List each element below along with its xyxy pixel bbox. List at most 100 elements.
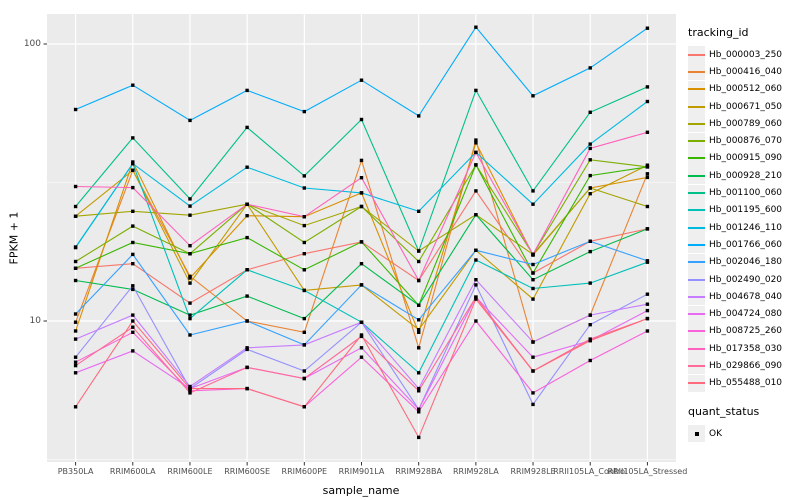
legend-key bbox=[688, 357, 705, 375]
data-point bbox=[588, 142, 592, 146]
legend-item-label: Hb_001766_060 bbox=[709, 239, 783, 250]
data-point bbox=[474, 283, 478, 287]
data-point bbox=[73, 214, 78, 218]
legend-item-Hb_000789_060: Hb_000789_060 bbox=[688, 115, 800, 133]
data-point bbox=[131, 313, 135, 317]
data-point bbox=[531, 278, 535, 282]
data-point bbox=[645, 308, 650, 313]
data-point bbox=[245, 319, 249, 323]
data-point bbox=[245, 346, 249, 350]
data-point bbox=[531, 202, 535, 206]
black-square-icon bbox=[694, 431, 699, 436]
data-point bbox=[302, 109, 306, 114]
data-point bbox=[245, 365, 249, 370]
legend-key-line bbox=[688, 209, 705, 212]
data-point bbox=[131, 349, 135, 353]
data-point bbox=[417, 328, 421, 332]
data-point bbox=[188, 389, 192, 393]
legend-title-tracking: tracking_id bbox=[688, 26, 749, 39]
legend-key-line bbox=[688, 364, 705, 367]
data-point bbox=[531, 286, 535, 291]
legend-item-Hb_001766_060: Hb_001766_060 bbox=[688, 236, 800, 254]
data-point bbox=[588, 66, 592, 70]
data-point bbox=[645, 175, 650, 180]
data-point bbox=[188, 276, 192, 280]
legend-key-line bbox=[688, 226, 705, 229]
data-point bbox=[588, 313, 592, 317]
data-point bbox=[417, 318, 421, 322]
legend-item-Hb_002046_180: Hb_002046_180 bbox=[688, 253, 800, 271]
legend-items: Hb_000003_250 Hb_000416_040 Hb_000512_060 H… bbox=[688, 46, 800, 392]
legend-key-line bbox=[688, 278, 705, 281]
data-point bbox=[359, 333, 364, 337]
data-point bbox=[588, 239, 592, 243]
legend-item-Hb_004678_040: Hb_004678_040 bbox=[688, 288, 800, 306]
legend-key-line bbox=[688, 53, 705, 56]
data-point bbox=[73, 371, 78, 375]
data-point bbox=[588, 358, 592, 363]
data-point bbox=[474, 138, 478, 142]
data-point bbox=[188, 204, 192, 208]
legend-key-line bbox=[688, 382, 705, 385]
data-point bbox=[474, 88, 478, 93]
y-tick-label: 10 bbox=[29, 315, 41, 326]
data-point bbox=[73, 107, 78, 112]
legend-key-line bbox=[688, 105, 705, 108]
data-point bbox=[474, 295, 478, 299]
data-point bbox=[417, 371, 421, 375]
data-point bbox=[302, 376, 306, 381]
legend-key bbox=[688, 271, 705, 288]
legend-key-line bbox=[688, 157, 705, 160]
x-tick-label-PB350LA: PB350LA bbox=[57, 467, 94, 476]
data-point bbox=[302, 343, 306, 347]
data-point bbox=[73, 259, 78, 264]
data-point bbox=[645, 329, 650, 333]
data-point bbox=[73, 337, 78, 341]
legend-key bbox=[688, 219, 705, 237]
data-point bbox=[188, 281, 192, 285]
data-point bbox=[359, 78, 364, 82]
legend-key bbox=[688, 374, 705, 392]
data-point bbox=[359, 355, 364, 359]
quant-section: quant_status OK bbox=[688, 405, 800, 443]
legend-key bbox=[688, 98, 705, 116]
legend-key-line bbox=[688, 70, 705, 73]
data-point bbox=[359, 320, 364, 324]
data-point bbox=[188, 252, 192, 256]
data-point bbox=[588, 323, 592, 327]
data-point bbox=[131, 185, 135, 190]
data-point bbox=[474, 163, 478, 167]
legend-item-Hb_000876_070: Hb_000876_070 bbox=[688, 132, 800, 150]
legend-item-label: Hb_000003_250 bbox=[709, 49, 783, 60]
data-point bbox=[645, 227, 650, 231]
data-point bbox=[359, 191, 364, 195]
data-point bbox=[531, 94, 535, 98]
legend-item-label: Hb_001100_060 bbox=[709, 188, 783, 199]
x-tick-label-RRIM928LE: RRIM928LE bbox=[510, 467, 556, 476]
data-point bbox=[531, 355, 535, 359]
data-point bbox=[73, 204, 78, 209]
x-tick-label-RRIM600PE: RRIM600PE bbox=[281, 467, 328, 476]
legend-key-line bbox=[688, 313, 705, 316]
data-point bbox=[474, 25, 478, 29]
legend-item-label: Hb_000915_090 bbox=[709, 153, 783, 164]
legend-item-label: Hb_000789_060 bbox=[709, 118, 783, 129]
data-point bbox=[588, 173, 592, 178]
data-point bbox=[645, 26, 650, 30]
data-point bbox=[417, 303, 421, 307]
data-point bbox=[588, 249, 592, 254]
data-point bbox=[645, 316, 650, 321]
data-point bbox=[417, 330, 421, 334]
legend-key bbox=[688, 201, 705, 219]
data-point bbox=[302, 174, 306, 178]
data-point bbox=[531, 262, 535, 267]
data-point bbox=[188, 313, 192, 317]
legend-item-Hb_029866_090: Hb_029866_090 bbox=[688, 357, 800, 375]
legend-item-label: Hb_000512_060 bbox=[709, 84, 783, 95]
data-point bbox=[474, 213, 478, 217]
data-point bbox=[131, 224, 135, 228]
data-point bbox=[359, 283, 364, 287]
data-point bbox=[588, 186, 592, 190]
data-point bbox=[131, 287, 135, 292]
